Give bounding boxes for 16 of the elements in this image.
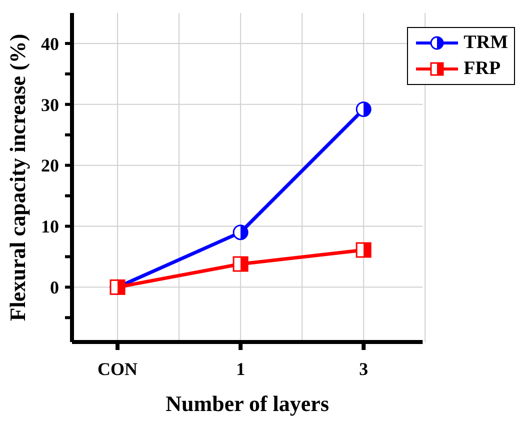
y-tick-label: 0: [50, 278, 59, 298]
point: [232, 256, 248, 272]
point: [356, 242, 372, 258]
point: [232, 224, 248, 240]
legend-label: TRM: [464, 32, 508, 54]
point: [356, 102, 372, 118]
x-tick-label: 1: [236, 358, 246, 379]
x-tick-label: 3: [359, 358, 368, 379]
y-tick-label: 30: [41, 94, 59, 115]
x-axis-title: Number of layers: [166, 391, 330, 416]
legend-label: FRP: [464, 58, 501, 80]
y-axis-title: Flexural capacity increase (%): [4, 34, 30, 322]
y-tick-label: 20: [41, 156, 59, 176]
y-tick-label: 40: [41, 34, 59, 54]
x-tick-label: CON: [98, 358, 138, 379]
y-tick-label: 10: [41, 216, 59, 237]
